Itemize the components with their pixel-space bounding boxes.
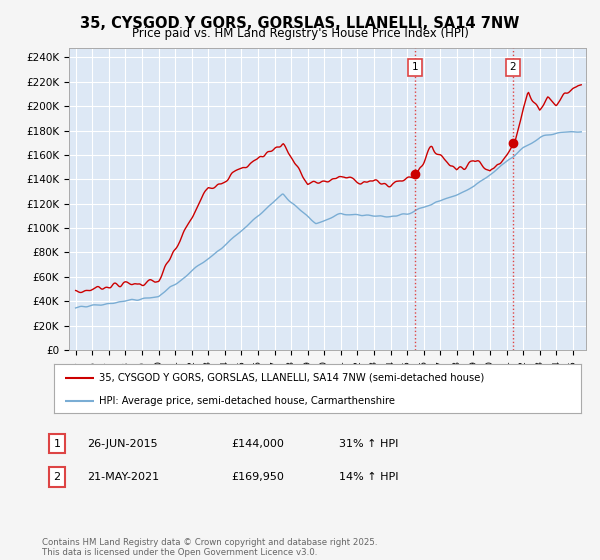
Text: 35, CYSGOD Y GORS, GORSLAS, LLANELLI, SA14 7NW (semi-detached house): 35, CYSGOD Y GORS, GORSLAS, LLANELLI, SA… — [99, 373, 484, 383]
Text: £144,000: £144,000 — [231, 438, 284, 449]
Text: 1: 1 — [53, 438, 61, 449]
Text: 31% ↑ HPI: 31% ↑ HPI — [339, 438, 398, 449]
Text: 14% ↑ HPI: 14% ↑ HPI — [339, 472, 398, 482]
Text: £169,950: £169,950 — [231, 472, 284, 482]
Text: 26-JUN-2015: 26-JUN-2015 — [87, 438, 158, 449]
Text: 21-MAY-2021: 21-MAY-2021 — [87, 472, 159, 482]
Text: HPI: Average price, semi-detached house, Carmarthenshire: HPI: Average price, semi-detached house,… — [99, 396, 395, 406]
Text: 1: 1 — [412, 62, 418, 72]
Text: 2: 2 — [53, 472, 61, 482]
Text: 2: 2 — [509, 62, 516, 72]
Text: Price paid vs. HM Land Registry's House Price Index (HPI): Price paid vs. HM Land Registry's House … — [131, 27, 469, 40]
Text: Contains HM Land Registry data © Crown copyright and database right 2025.
This d: Contains HM Land Registry data © Crown c… — [42, 538, 377, 557]
Text: 35, CYSGOD Y GORS, GORSLAS, LLANELLI, SA14 7NW: 35, CYSGOD Y GORS, GORSLAS, LLANELLI, SA… — [80, 16, 520, 31]
